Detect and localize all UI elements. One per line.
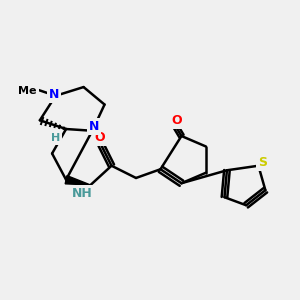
Text: O: O <box>171 114 181 127</box>
Text: S: S <box>258 156 267 169</box>
Text: Me: Me <box>18 85 37 96</box>
Text: N: N <box>89 120 99 133</box>
Polygon shape <box>65 176 91 185</box>
Text: NH: NH <box>71 187 92 200</box>
Text: N: N <box>49 88 59 100</box>
Text: H: H <box>51 133 60 143</box>
Text: O: O <box>94 131 105 144</box>
